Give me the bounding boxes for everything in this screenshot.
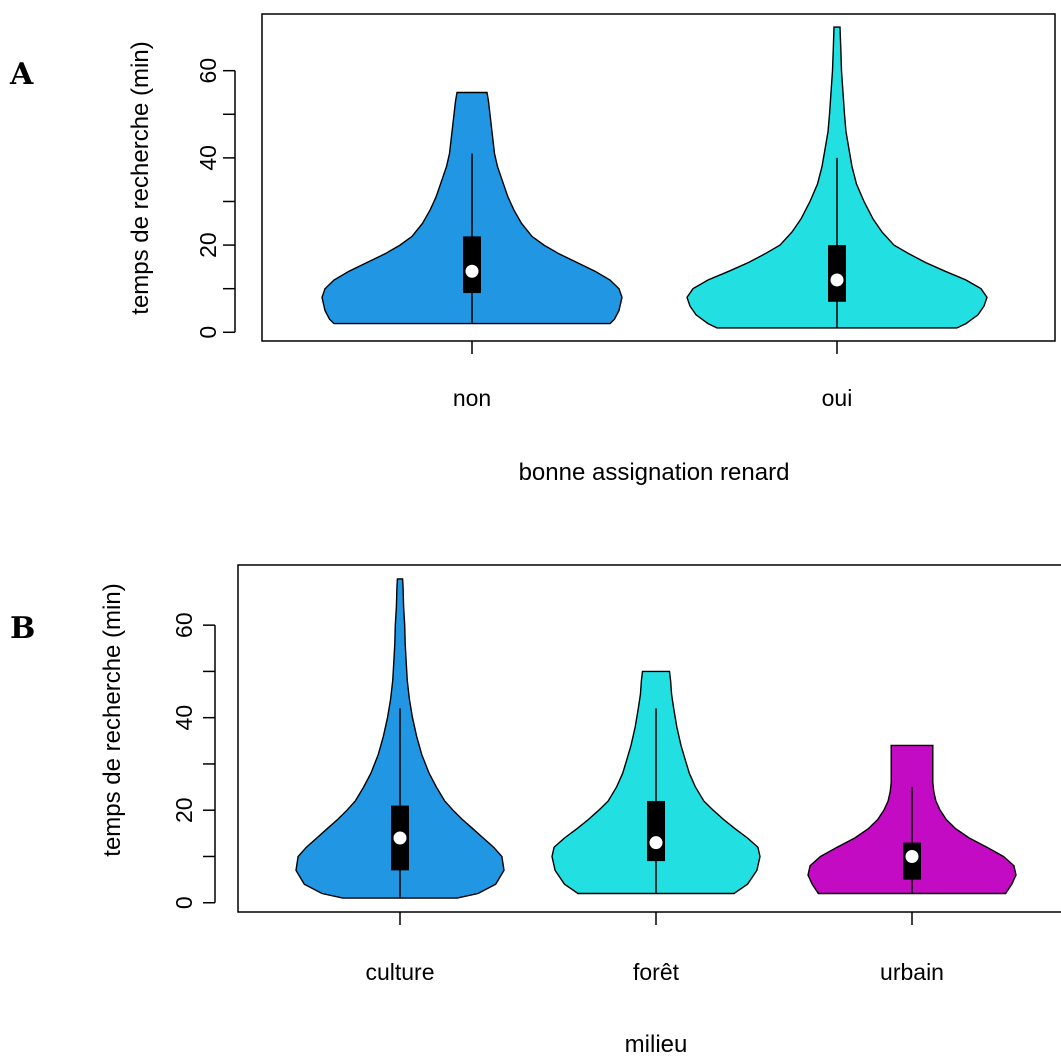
y-tick-label-b: 40 <box>171 705 197 731</box>
y-tick-label-a: 0 <box>195 326 221 339</box>
median-dot-oui <box>830 273 844 287</box>
median-dot-urbain <box>905 849 919 863</box>
x-tick-label-a: oui <box>822 385 853 411</box>
iqr-box-oui <box>828 245 846 302</box>
median-dot-culture <box>393 831 407 845</box>
x-tick-label-b: urbain <box>880 959 944 985</box>
y-tick-label-a: 40 <box>195 145 221 171</box>
y-axis-a: 0 20 40 60 <box>195 58 236 339</box>
iqr-box-forêt <box>647 800 665 862</box>
x-tick-label-b: forêt <box>633 959 680 985</box>
y-axis-b: 0 20 40 60 <box>171 612 216 909</box>
x-axis-title-a: bonne assignation renard <box>519 459 790 486</box>
y-tick-label-a: 20 <box>195 232 221 258</box>
iqr-box-non <box>463 236 481 294</box>
y-tick-label-b: 60 <box>171 612 197 638</box>
x-tick-label-b: culture <box>365 959 434 985</box>
y-tick-label-b: 20 <box>171 797 197 823</box>
panel-letter-a: A <box>9 57 34 92</box>
x-axis-b: culture forêt urbain <box>365 912 944 985</box>
panel-a: A 0 20 40 60 non oui bonne assignation renar… <box>9 13 1056 486</box>
x-axis-title-b: milieu <box>625 1031 688 1058</box>
y-axis-title-a: temps de recherche (min) <box>127 41 154 314</box>
x-axis-a: non oui <box>453 341 853 411</box>
violins-b <box>295 578 1017 899</box>
y-tick-label-a: 60 <box>195 58 221 84</box>
plot-frame-a <box>261 13 1056 342</box>
median-dot-forêt <box>649 836 663 850</box>
plot-frame-b <box>237 564 1061 913</box>
y-tick-label-b: 0 <box>171 896 197 909</box>
y-axis-title-b: temps de recherche (min) <box>99 583 126 856</box>
x-tick-label-a: non <box>453 385 491 411</box>
median-dot-non <box>465 264 479 278</box>
panel-b: B 0 20 40 60 culture forêt urbain milieu temp… <box>10 564 1061 1058</box>
panel-letter-b: B <box>10 611 35 646</box>
violins-a <box>321 26 988 329</box>
